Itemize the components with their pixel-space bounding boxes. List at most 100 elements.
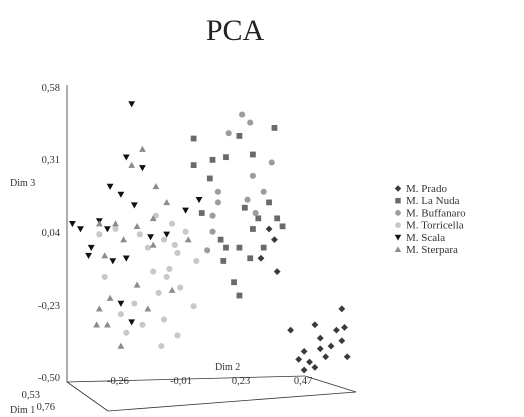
data-point bbox=[260, 188, 267, 195]
data-point bbox=[236, 132, 243, 139]
legend-item: M. La Nuda bbox=[395, 195, 460, 207]
data-point bbox=[160, 236, 168, 243]
x-tick-label: -0,01 bbox=[170, 376, 192, 387]
data-point bbox=[77, 226, 84, 233]
data-point bbox=[131, 300, 138, 307]
data-point bbox=[198, 210, 205, 216]
data-point bbox=[306, 358, 313, 366]
data-point bbox=[101, 252, 109, 259]
data-point bbox=[268, 159, 275, 166]
legend-item: M. Sterpara bbox=[394, 244, 458, 256]
x-tick-labels: -0,26 -0,01 0,23 0,47 bbox=[107, 376, 312, 387]
data-point bbox=[120, 236, 127, 243]
x-tick-label: 0,47 bbox=[294, 376, 312, 387]
data-point bbox=[295, 355, 303, 363]
data-point bbox=[209, 156, 216, 163]
legend-label: M. La Nuda bbox=[406, 195, 460, 207]
data-point bbox=[193, 257, 200, 264]
y-tick-label: -0,50 bbox=[38, 373, 60, 384]
data-point bbox=[128, 161, 136, 168]
y-tick-label: 0,31 bbox=[42, 155, 60, 166]
series-2 bbox=[204, 111, 275, 254]
data-point bbox=[322, 353, 330, 361]
data-point bbox=[184, 236, 192, 243]
legend-label: M. Buffanaro bbox=[406, 207, 466, 219]
legend-label: M. Torricella bbox=[406, 220, 464, 232]
data-point bbox=[144, 244, 151, 251]
y-tick-label: 0,04 bbox=[42, 228, 61, 239]
data-point bbox=[155, 289, 162, 296]
legend-label: M. Prado bbox=[406, 183, 447, 195]
data-point bbox=[279, 223, 286, 230]
z-tick-labels: 0,530,76 bbox=[22, 390, 55, 413]
data-point bbox=[338, 305, 346, 313]
data-point bbox=[244, 196, 251, 203]
data-point bbox=[117, 191, 125, 198]
legend-marker bbox=[394, 185, 402, 192]
data-point bbox=[169, 220, 176, 227]
data-point bbox=[177, 284, 184, 291]
data-point bbox=[204, 247, 211, 254]
series-4 bbox=[68, 101, 203, 326]
data-point bbox=[209, 212, 216, 219]
series-5 bbox=[93, 145, 192, 349]
series-3 bbox=[96, 212, 200, 350]
data-point bbox=[93, 321, 101, 328]
data-point bbox=[223, 244, 229, 251]
data-point bbox=[316, 345, 324, 353]
data-point bbox=[168, 286, 176, 293]
data-point bbox=[300, 366, 308, 374]
data-point bbox=[139, 145, 146, 152]
legend-marker bbox=[395, 197, 401, 204]
data-point bbox=[182, 228, 189, 235]
data-point bbox=[122, 255, 130, 262]
data-point bbox=[139, 321, 146, 328]
data-point bbox=[95, 305, 103, 312]
data-point bbox=[311, 321, 319, 329]
right-bottom-edge bbox=[304, 375, 357, 393]
legend-marker bbox=[394, 246, 402, 253]
z-axis-line bbox=[66, 381, 109, 412]
legend-label: M. Scala bbox=[406, 232, 445, 244]
data-point bbox=[255, 215, 262, 222]
data-point bbox=[250, 226, 256, 232]
legend-label: M. Sterpara bbox=[406, 244, 458, 256]
data-point bbox=[236, 292, 243, 299]
data-point bbox=[341, 324, 348, 331]
data-point bbox=[163, 198, 171, 206]
data-point bbox=[122, 154, 130, 161]
data-point bbox=[144, 305, 152, 312]
data-point bbox=[174, 249, 181, 257]
data-point bbox=[109, 258, 117, 265]
data-point bbox=[112, 225, 119, 233]
data-point bbox=[195, 197, 203, 204]
data-point bbox=[104, 321, 111, 328]
data-point bbox=[163, 273, 170, 280]
data-point bbox=[106, 183, 114, 190]
data-point bbox=[166, 265, 173, 272]
data-point bbox=[139, 165, 146, 172]
series-1 bbox=[190, 125, 286, 299]
data-point bbox=[112, 220, 119, 227]
z-axis-label: Dim 1 bbox=[10, 405, 35, 416]
front-bottom-edge bbox=[107, 391, 357, 412]
data-point bbox=[182, 207, 189, 214]
data-point bbox=[250, 151, 256, 158]
data-point bbox=[311, 363, 319, 371]
data-point bbox=[247, 119, 254, 126]
data-point bbox=[160, 316, 168, 323]
legend-item: M. Torricella bbox=[395, 220, 464, 232]
y-axis-label: Dim 3 bbox=[10, 178, 35, 189]
data-point bbox=[117, 342, 125, 349]
chart-title: PCA bbox=[206, 14, 265, 47]
data-point bbox=[158, 343, 165, 350]
data-point bbox=[128, 101, 136, 108]
data-point bbox=[147, 234, 154, 241]
data-point bbox=[206, 175, 213, 182]
data-point bbox=[149, 241, 157, 248]
data-point bbox=[136, 231, 143, 238]
scatter-points bbox=[68, 101, 351, 374]
data-point bbox=[101, 273, 108, 280]
y-tick-label: 0,58 bbox=[42, 83, 60, 94]
